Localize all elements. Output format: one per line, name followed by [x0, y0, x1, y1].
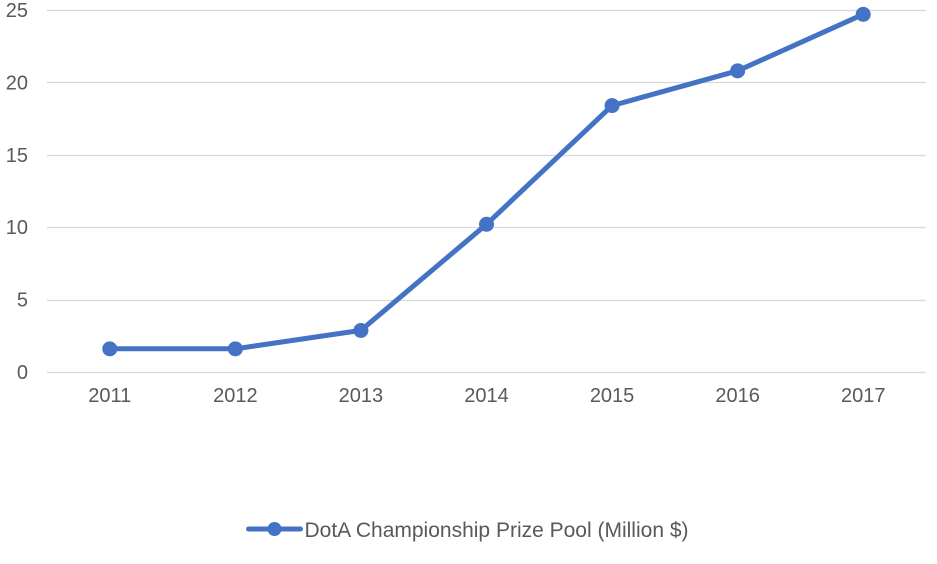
y-tick-label-25: 25: [6, 0, 28, 22]
y-tick-label-10: 10: [6, 217, 28, 239]
legend: DotA Championship Prize Pool (Million $): [246, 519, 689, 542]
series-line-0: [107, 11, 866, 352]
x-tick-label-2017: 2017: [841, 385, 886, 407]
legend-marker-key: [267, 522, 282, 536]
y-tick-label-0: 0: [17, 362, 28, 384]
data-point-2015: [604, 98, 620, 114]
y-tick-label-20: 20: [6, 72, 28, 94]
x-tick-label-2013: 2013: [339, 385, 384, 407]
data-point-2014: [479, 216, 494, 232]
data-point-2013: [353, 322, 369, 338]
series-layer: [102, 6, 871, 357]
x-tick-label-2011: 2011: [88, 385, 131, 407]
data-point-2011: [102, 341, 118, 357]
x-tick-label-2016: 2016: [715, 385, 760, 407]
x-tick-label-2014: 2014: [464, 385, 509, 407]
x-tick-label-2015: 2015: [590, 385, 635, 407]
y-tick-label-5: 5: [17, 290, 28, 312]
gridlines: [47, 9, 926, 374]
data-point-2017: [855, 6, 871, 22]
data-point-2012: [227, 341, 243, 357]
x-tick-label-2012: 2012: [213, 385, 258, 407]
y-tick-label-15: 15: [6, 145, 28, 167]
axes: 0 5 10 15 20 25 2011 2012 2013 2014 2015 2016 2017: [6, 0, 886, 407]
legend-label: DotA Championship Prize Pool (Million $): [305, 519, 689, 542]
data-point-2016: [730, 63, 746, 79]
